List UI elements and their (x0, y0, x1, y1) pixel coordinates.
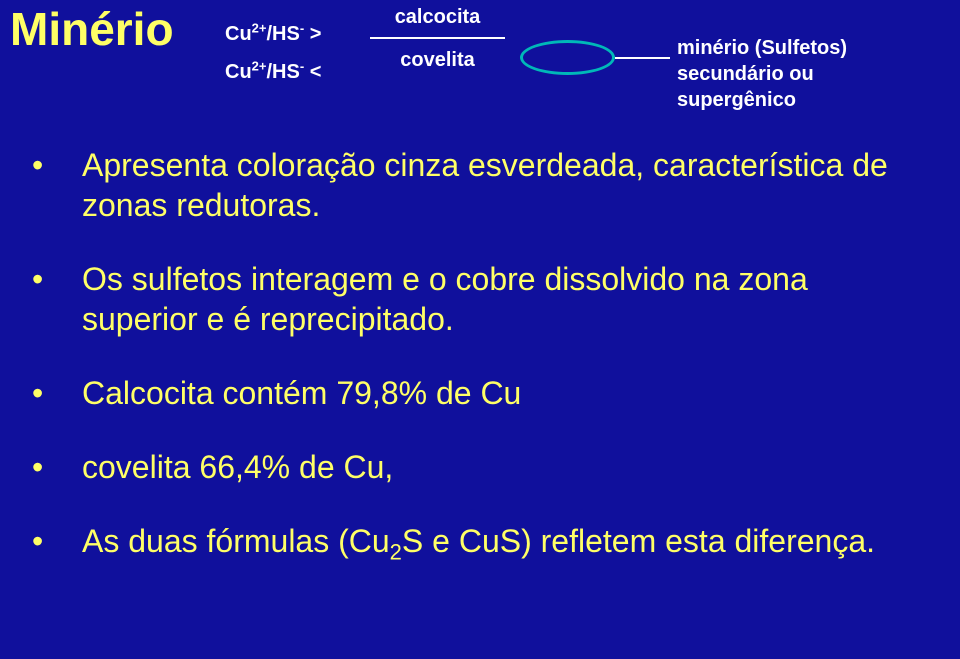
connector-line (615, 57, 670, 59)
side-label: minério (Sulfetos) secundário ou supergê… (677, 35, 847, 113)
ratio-line-2: Cu2+/HS- < (225, 53, 321, 91)
bullet-2: Os sulfetos interagem e o cobre dissolvi… (32, 259, 920, 339)
mineral-bottom: covelita (370, 49, 505, 72)
mineral-top: calcocita (370, 6, 505, 29)
ratio-conditions: Cu2+/HS- > Cu2+/HS- < (225, 15, 321, 91)
bullet-5: As duas fórmulas (Cu2S e CuS) refletem e… (32, 521, 920, 566)
bullet-list: Apresenta coloração cinza esverdeada, ca… (32, 145, 920, 600)
page-title: Minério (10, 2, 174, 56)
side-label-line-3: supergênico (677, 87, 847, 113)
bullet-1: Apresenta coloração cinza esverdeada, ca… (32, 145, 920, 225)
ratio-line-1: Cu2+/HS- > (225, 15, 321, 53)
bullet-3: Calcocita contém 79,8% de Cu (32, 373, 920, 413)
bullet-4: covelita 66,4% de Cu, (32, 447, 920, 487)
side-label-line-2: secundário ou (677, 61, 847, 87)
highlight-ellipse (520, 40, 615, 75)
divider-line (370, 37, 505, 39)
mineral-names: calcocita covelita (370, 6, 505, 72)
side-label-line-1: minério (Sulfetos) (677, 35, 847, 61)
